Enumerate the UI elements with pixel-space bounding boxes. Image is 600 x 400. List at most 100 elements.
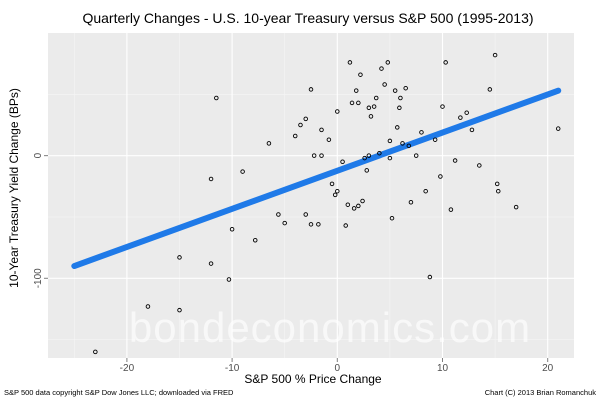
data-point [469, 127, 475, 133]
data-point [208, 176, 214, 182]
data-point [358, 72, 363, 77]
minor-gridlines [48, 33, 574, 358]
data-point [443, 60, 448, 65]
data-point [392, 88, 398, 93]
data-point [332, 192, 338, 198]
x-tick-label: -10 [225, 363, 240, 374]
data-point [555, 126, 561, 131]
data-point [408, 199, 414, 205]
data-point [373, 95, 379, 101]
data-point [276, 212, 281, 217]
data-point [303, 212, 308, 217]
data-point [145, 304, 151, 309]
data-point [364, 168, 370, 173]
x-tick-label: 20 [542, 363, 554, 374]
data-point [311, 153, 317, 158]
data-point [427, 274, 433, 280]
data-point [492, 52, 498, 58]
data-point [326, 137, 332, 142]
data-point [345, 202, 351, 207]
data-point [440, 104, 445, 109]
data-point [366, 153, 372, 158]
data-point [356, 203, 361, 209]
data-point [356, 100, 361, 106]
data-point [366, 105, 372, 111]
data-point [432, 137, 438, 142]
data-point [398, 95, 403, 101]
data-point [229, 226, 235, 232]
data-point [214, 95, 219, 101]
data-point [298, 122, 303, 128]
data-point [448, 207, 454, 212]
data-point [349, 100, 355, 106]
data-point [343, 223, 348, 228]
data-point [368, 114, 374, 119]
data-point [347, 60, 353, 65]
data-point [477, 163, 482, 168]
data-point [340, 159, 345, 165]
data-point [452, 158, 458, 163]
y-tick-label: 0 [33, 152, 44, 158]
y-tick-label: -100 [33, 268, 44, 288]
data-point [413, 153, 419, 158]
chart-title: Quarterly Changes - U.S. 10-year Treasur… [82, 10, 533, 26]
data-point [316, 222, 321, 227]
axis-ticks [44, 155, 549, 362]
data-point [382, 82, 387, 87]
data-point [208, 261, 214, 266]
data-point [292, 133, 298, 139]
data-point [371, 104, 377, 109]
data-point [513, 204, 519, 210]
data-point [438, 174, 443, 179]
data-point [406, 143, 412, 149]
data-point [226, 277, 232, 282]
x-axis-title: S&P 500 % Price Change [244, 372, 382, 386]
data-point [496, 188, 501, 194]
data-point [252, 238, 258, 243]
data-point [282, 220, 287, 226]
data-point [387, 138, 393, 144]
x-tick-label: 0 [335, 363, 341, 374]
watermark-text: bondeconomics.com [129, 304, 531, 351]
data-point [464, 110, 469, 115]
data-point [458, 115, 463, 120]
data-point [329, 181, 335, 187]
data-point [308, 87, 314, 92]
data-point [177, 255, 182, 260]
data-point [362, 155, 367, 161]
data-point [423, 188, 428, 194]
data-point [303, 116, 308, 122]
data-point [397, 105, 402, 111]
scatter-points [93, 52, 561, 355]
data-point [385, 60, 391, 65]
y-axis-title: 10-Year Treasury Yield Change (BPs) [7, 88, 21, 288]
footer-copyright: Chart (C) 2013 Brian Romanchuk [485, 388, 597, 397]
data-point [335, 188, 340, 194]
data-point [494, 181, 500, 187]
data-point [93, 349, 98, 355]
data-point [319, 153, 324, 158]
data-point [335, 109, 340, 114]
data-point [240, 169, 245, 174]
data-point [377, 150, 382, 156]
data-point [400, 141, 405, 146]
data-point [351, 206, 357, 211]
data-point [419, 130, 424, 135]
data-point [389, 215, 395, 221]
x-tick-label: -20 [120, 363, 135, 374]
data-point [177, 307, 182, 313]
data-point [395, 125, 400, 130]
regression-line [71, 87, 562, 270]
data-point [387, 155, 393, 161]
data-point [360, 198, 365, 204]
footer-source: S&P 500 data copyright S&P Dow Jones LLC… [4, 388, 234, 397]
data-point [319, 127, 324, 133]
x-tick-label: 10 [437, 363, 449, 374]
data-point [308, 222, 314, 227]
data-point [353, 88, 359, 93]
data-point [379, 66, 384, 71]
data-point [403, 85, 408, 91]
data-point [266, 141, 272, 146]
